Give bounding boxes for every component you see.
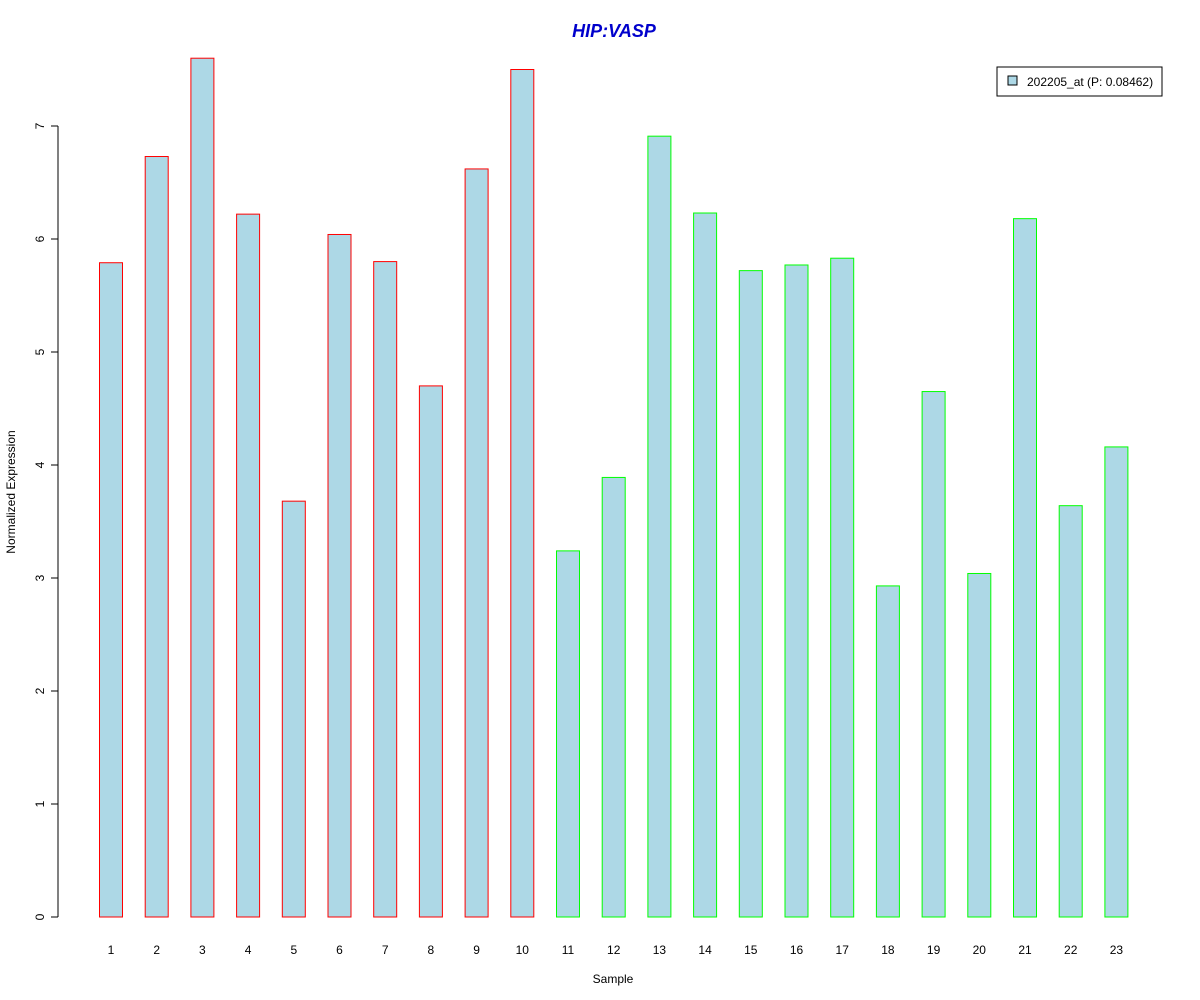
x-axis-tick-labels: 1 2 3 4 5 6 7 8 9 10 11 12 13 14 15 16 17 18 19 20 21 22 23 <box>108 943 1124 957</box>
y-tick-label: 5 <box>33 348 47 355</box>
y-axis: 0 1 2 3 4 5 6 7 <box>33 122 59 920</box>
y-tick-label: 3 <box>33 574 47 581</box>
bar-series <box>99 57 1129 918</box>
x-tick-label: 8 <box>428 943 435 957</box>
y-tick-label: 1 <box>33 800 47 807</box>
x-tick-label: 3 <box>199 943 206 957</box>
x-tick-label: 18 <box>881 943 895 957</box>
x-axis-title: Sample <box>593 972 634 986</box>
bar-sample-7 <box>373 261 398 918</box>
x-tick-label: 17 <box>836 943 850 957</box>
x-tick-label: 16 <box>790 943 804 957</box>
bar-sample-12 <box>601 476 626 918</box>
x-tick-label: 21 <box>1018 943 1032 957</box>
x-tick-label: 5 <box>290 943 297 957</box>
legend-box <box>996 66 1163 97</box>
bar-sample-9 <box>464 168 489 918</box>
x-tick-label: 1 <box>108 943 115 957</box>
bar-sample-19 <box>921 391 946 918</box>
bar-sample-18 <box>875 585 900 918</box>
bar-sample-11 <box>556 550 580 918</box>
x-tick-label: 12 <box>607 943 621 957</box>
bar-sample-1 <box>99 262 123 918</box>
bar-sample-2 <box>144 156 169 918</box>
x-tick-label: 6 <box>336 943 343 957</box>
x-tick-label: 20 <box>973 943 987 957</box>
x-tick-label: 2 <box>153 943 160 957</box>
x-tick-label: 19 <box>927 943 941 957</box>
bar-sample-21 <box>1013 218 1037 918</box>
bar-sample-16 <box>784 264 809 918</box>
y-tick-label: 7 <box>33 122 47 129</box>
y-tick-label: 2 <box>33 687 47 694</box>
bar-sample-6 <box>327 233 352 918</box>
bar-sample-8 <box>418 385 443 918</box>
y-tick-label: 6 <box>33 235 47 242</box>
bar-sample-17 <box>830 257 855 918</box>
x-tick-label: 13 <box>653 943 667 957</box>
x-tick-label: 22 <box>1064 943 1078 957</box>
bar-sample-5 <box>281 500 306 918</box>
y-axis-title: Normalized Expression <box>4 430 18 553</box>
x-tick-label: 11 <box>562 943 575 957</box>
bar-sample-4 <box>236 213 261 918</box>
legend-swatch <box>1007 75 1018 86</box>
bar-sample-22 <box>1058 505 1083 918</box>
y-tick-label: 4 <box>33 461 47 468</box>
x-tick-label: 14 <box>698 943 712 957</box>
bar-sample-15 <box>738 270 763 918</box>
bar-sample-14 <box>693 212 718 918</box>
legend: 202205_at (P: 0.08462) <box>996 66 1163 97</box>
x-tick-label: 4 <box>245 943 252 957</box>
bar-sample-23 <box>1104 446 1129 918</box>
x-tick-label: 7 <box>382 943 389 957</box>
x-tick-label: 23 <box>1110 943 1124 957</box>
bar-sample-10 <box>510 69 535 918</box>
legend-label: 202205_at (P: 0.08462) <box>1027 75 1153 89</box>
chart-title: HIP:VASP <box>572 21 657 41</box>
x-tick-label: 9 <box>473 943 480 957</box>
x-tick-label: 15 <box>744 943 758 957</box>
bar-sample-13 <box>647 135 672 918</box>
bar-sample-20 <box>967 572 992 918</box>
bar-sample-3 <box>190 57 215 918</box>
y-tick-label: 0 <box>33 913 47 920</box>
x-tick-label: 10 <box>516 943 530 957</box>
